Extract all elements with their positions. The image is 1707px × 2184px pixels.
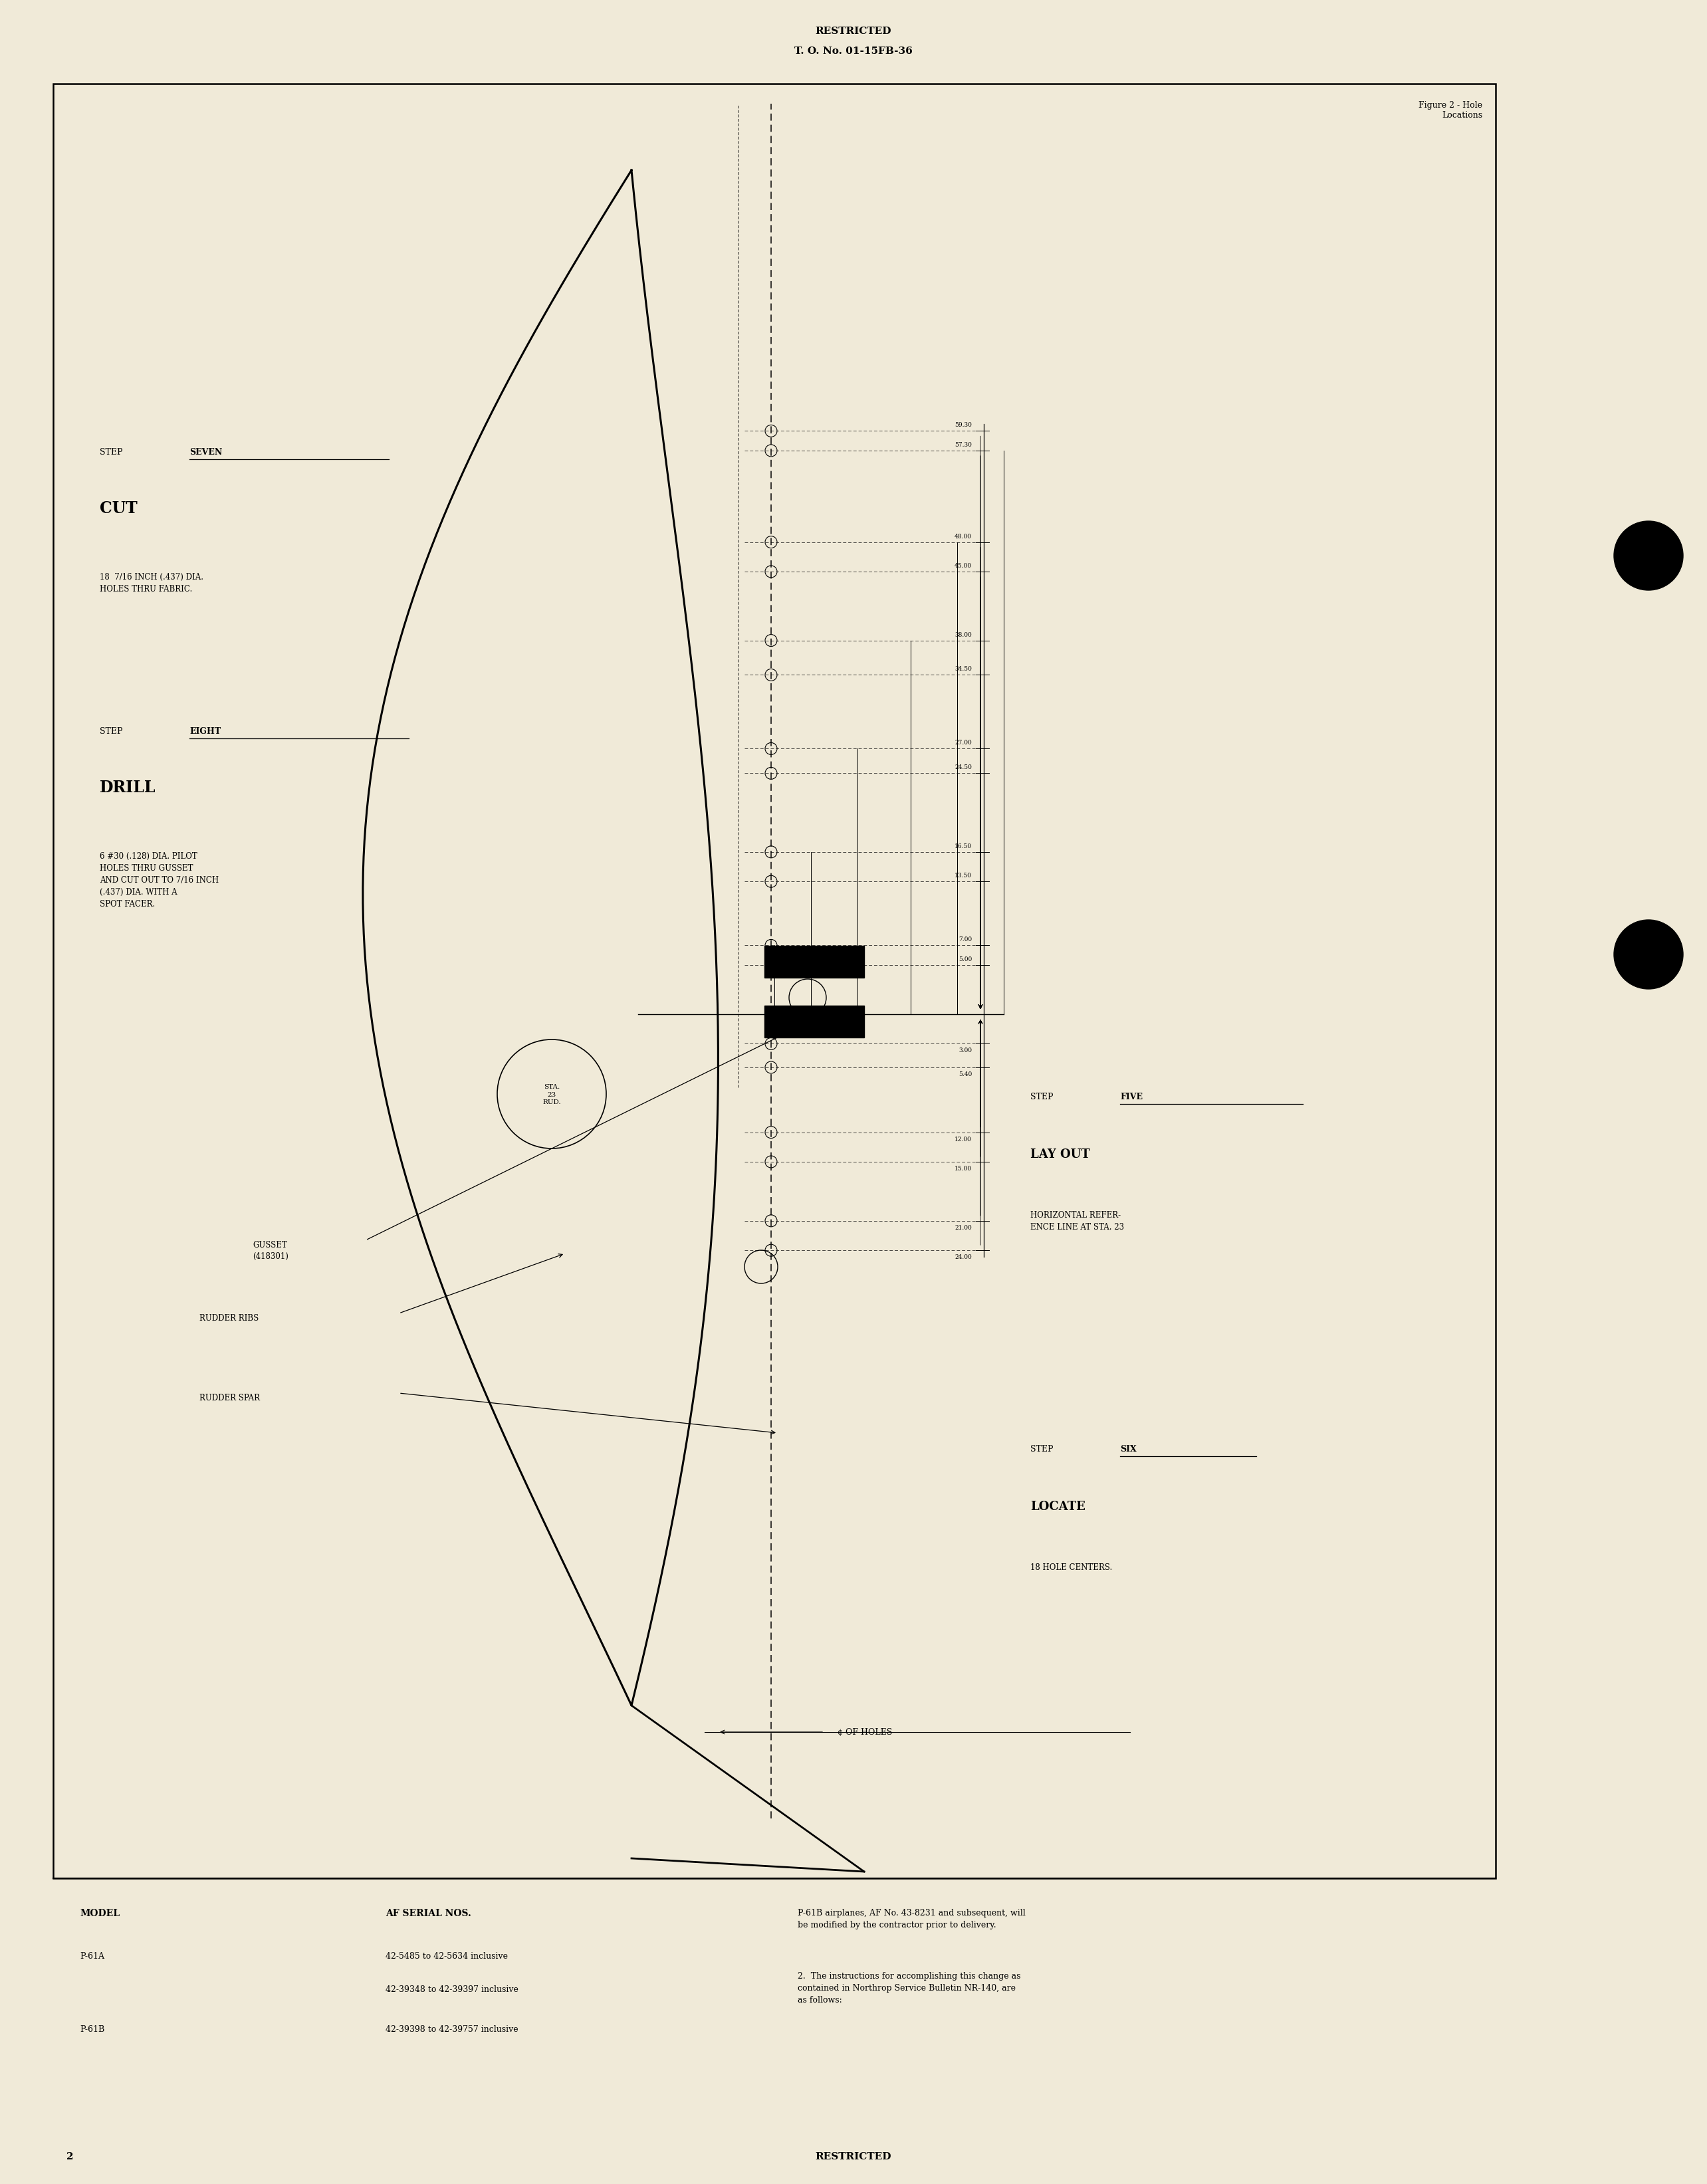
Text: 18  7/16 INCH (.437) DIA.
HOLES THRU FABRIC.: 18 7/16 INCH (.437) DIA. HOLES THRU FABR… (99, 572, 203, 594)
Text: HORIZONTAL REFER-
ENCE LINE AT STA. 23: HORIZONTAL REFER- ENCE LINE AT STA. 23 (1031, 1210, 1125, 1232)
Bar (765, 1007, 864, 1037)
Text: Figure 2 - Hole
Locations: Figure 2 - Hole Locations (1419, 100, 1482, 120)
Text: P-61B: P-61B (80, 2025, 104, 2033)
Text: 57.30: 57.30 (954, 441, 971, 448)
Text: 42-5485 to 42-5634 inclusive: 42-5485 to 42-5634 inclusive (386, 1952, 509, 1959)
Text: AF SERIAL NOS.: AF SERIAL NOS. (386, 1909, 471, 1918)
Text: 5.00: 5.00 (958, 957, 971, 963)
Text: 7.00: 7.00 (958, 937, 971, 943)
Text: 5.40: 5.40 (958, 1070, 971, 1077)
Text: STEP: STEP (99, 727, 125, 736)
Text: CUT: CUT (99, 500, 138, 515)
Text: 34.50: 34.50 (954, 666, 971, 673)
Text: T. O. No. 01-15FB-36: T. O. No. 01-15FB-36 (794, 46, 913, 57)
Text: STEP: STEP (1031, 1444, 1057, 1452)
Text: 42-39348 to 42-39397 inclusive: 42-39348 to 42-39397 inclusive (386, 1985, 519, 1994)
Text: STEP: STEP (1031, 1092, 1057, 1101)
Text: SEVEN: SEVEN (189, 448, 222, 456)
Text: 45.00: 45.00 (954, 563, 971, 568)
Bar (53, 85, 1495, 1878)
Text: 16.50: 16.50 (954, 843, 971, 850)
Bar (765, 946, 864, 978)
Text: EIGHT: EIGHT (189, 727, 220, 736)
Text: STA.
23
RUD.: STA. 23 RUD. (543, 1083, 562, 1105)
Text: 59.30: 59.30 (954, 422, 971, 428)
Text: SIX: SIX (1120, 1444, 1137, 1452)
Circle shape (1613, 919, 1683, 989)
Text: 24.50: 24.50 (954, 764, 971, 771)
Text: 12.00: 12.00 (954, 1136, 971, 1142)
Text: RESTRICTED: RESTRICTED (816, 26, 891, 35)
Text: 15.00: 15.00 (954, 1166, 971, 1171)
Text: 6 #30 (.128) DIA. PILOT
HOLES THRU GUSSET
AND CUT OUT TO 7/16 INCH
(.437) DIA. W: 6 #30 (.128) DIA. PILOT HOLES THRU GUSSE… (99, 852, 218, 909)
Text: 48.00: 48.00 (954, 533, 971, 539)
Text: P-61A: P-61A (80, 1952, 104, 1959)
Text: 13.50: 13.50 (954, 874, 971, 878)
Text: LOCATE: LOCATE (1031, 1500, 1086, 1511)
Text: ¢ OF HOLES: ¢ OF HOLES (838, 1728, 893, 1736)
Text: GUSSET
(418301): GUSSET (418301) (253, 1241, 288, 1260)
Text: MODEL: MODEL (80, 1909, 119, 1918)
Circle shape (1613, 522, 1683, 590)
Text: RESTRICTED: RESTRICTED (816, 2151, 891, 2160)
Text: FIVE: FIVE (1120, 1092, 1142, 1101)
Text: 27.00: 27.00 (954, 740, 971, 745)
Text: LAY OUT: LAY OUT (1031, 1149, 1091, 1160)
Text: RUDDER RIBS: RUDDER RIBS (200, 1313, 259, 1321)
Text: 3.00: 3.00 (959, 1048, 971, 1053)
Text: 21.00: 21.00 (954, 1225, 971, 1230)
Text: 38.00: 38.00 (954, 631, 971, 638)
Text: 2: 2 (67, 2151, 73, 2160)
Text: P-61B airplanes, AF No. 43-8231 and subsequent, will
be modified by the contract: P-61B airplanes, AF No. 43-8231 and subs… (797, 1909, 1026, 1928)
Text: DRILL: DRILL (99, 780, 155, 795)
Text: 2.  The instructions for accomplishing this change as
contained in Northrop Serv: 2. The instructions for accomplishing th… (797, 1972, 1021, 2005)
Text: 42-39398 to 42-39757 inclusive: 42-39398 to 42-39757 inclusive (386, 2025, 519, 2033)
Text: 24.00: 24.00 (954, 1254, 971, 1260)
Text: STEP: STEP (99, 448, 125, 456)
Text: 18 HOLE CENTERS.: 18 HOLE CENTERS. (1031, 1564, 1113, 1572)
Text: RUDDER SPAR: RUDDER SPAR (200, 1393, 259, 1402)
